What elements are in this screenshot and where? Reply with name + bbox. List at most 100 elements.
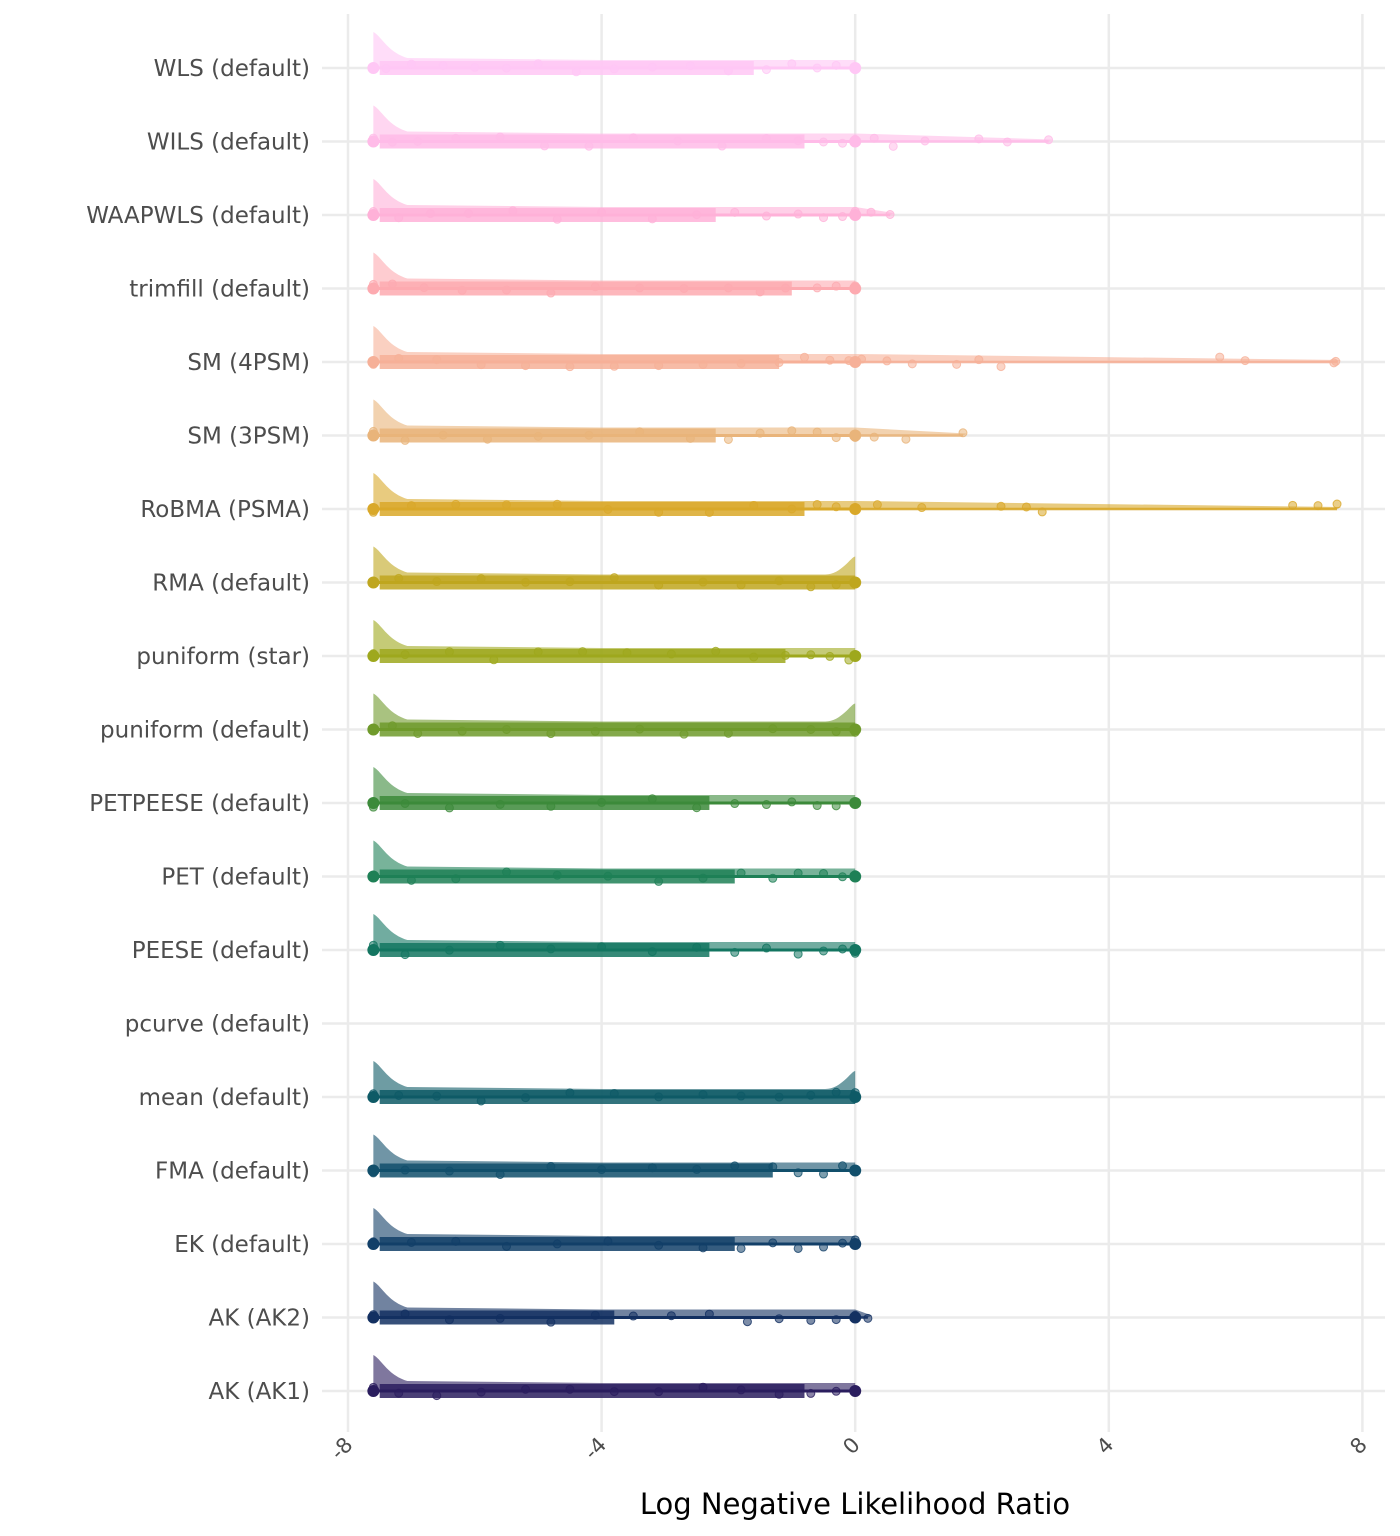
data-point [774, 576, 784, 586]
data-point [974, 134, 984, 144]
y-tick-label: WAAPWLS (default) [86, 203, 310, 229]
min-cap [367, 356, 380, 368]
data-point [917, 503, 927, 513]
data-point [888, 141, 898, 151]
data-point [863, 1313, 873, 1323]
y-tick-label: puniform (default) [100, 718, 310, 744]
data-point [597, 942, 607, 952]
data-point [819, 1242, 828, 1252]
data-point [723, 728, 733, 738]
max-cap [849, 650, 862, 662]
data-point [838, 212, 848, 222]
series-group [367, 473, 1342, 517]
data-point [831, 1315, 841, 1325]
data-point [831, 1386, 841, 1396]
data-point [673, 136, 683, 146]
data-point [1288, 500, 1298, 510]
data-point [869, 133, 879, 143]
data-point [457, 285, 467, 295]
data-point [444, 803, 454, 813]
data-point [565, 362, 575, 372]
series-group [367, 1134, 862, 1180]
data-point [533, 647, 543, 657]
data-point [394, 353, 404, 363]
series-group [367, 1061, 862, 1106]
data-point [958, 428, 968, 438]
max-cap [849, 282, 862, 295]
data-point [654, 1092, 664, 1102]
data-point [1240, 356, 1250, 366]
data-point [787, 797, 797, 807]
data-point [502, 285, 511, 295]
data-point [495, 940, 505, 950]
y-tick-label: SM (3PSM) [187, 424, 310, 450]
data-point [546, 1317, 556, 1327]
data-point [885, 210, 895, 220]
min-cap [367, 503, 380, 515]
data-point [806, 1315, 816, 1325]
data-point [457, 726, 467, 736]
data-point [552, 1239, 562, 1249]
data-point [761, 133, 771, 143]
data-point [1215, 352, 1225, 362]
max-cap [849, 503, 862, 515]
data-point [793, 209, 803, 219]
max-cap [849, 135, 862, 148]
density-shape [373, 1061, 856, 1097]
max-cap [849, 797, 862, 809]
max-cap [849, 429, 862, 442]
data-point [540, 141, 550, 151]
max-cap [849, 1091, 862, 1103]
data-point [812, 283, 822, 293]
data-point [806, 1388, 816, 1398]
data-point [736, 1091, 746, 1101]
data-point [806, 724, 816, 734]
data-point [806, 1090, 816, 1100]
data-point [831, 727, 841, 737]
data-point [597, 207, 607, 217]
x-axis-title: Log Negative Likelihood Ratio [640, 1487, 1070, 1521]
data-point [400, 1309, 410, 1319]
series-layer [367, 32, 1342, 1401]
max-cap [849, 356, 862, 368]
data-point [451, 1236, 461, 1246]
y-tick-label: PEESE (default) [132, 938, 310, 964]
data-point [825, 355, 835, 365]
max-cap [849, 870, 862, 883]
data-point [406, 875, 416, 885]
data-point [413, 136, 423, 146]
series-group [367, 840, 862, 886]
data-point [907, 359, 917, 369]
y-tick-label: WILS (default) [147, 130, 310, 156]
density-shape [373, 179, 895, 215]
data-point [521, 1093, 531, 1103]
min-cap [367, 282, 380, 295]
data-point [463, 209, 473, 219]
data-point [451, 874, 461, 884]
data-point [394, 573, 404, 583]
data-point [597, 1165, 607, 1175]
density-shape [373, 840, 856, 877]
data-point [730, 207, 740, 217]
data-point [819, 869, 828, 879]
data-point [723, 66, 733, 76]
data-point [406, 501, 416, 511]
data-point [578, 647, 588, 657]
series-group [367, 32, 862, 77]
data-point [394, 1388, 404, 1398]
data-point [838, 138, 848, 148]
data-point [819, 1169, 828, 1179]
density-shape [373, 32, 856, 68]
min-cap [367, 429, 380, 442]
data-point [400, 798, 410, 808]
data-point [584, 430, 594, 440]
data-point [603, 871, 613, 881]
min-cap [367, 1238, 380, 1250]
data-point [819, 137, 828, 147]
data-point [730, 1161, 740, 1171]
max-cap [849, 1311, 862, 1324]
data-point [685, 433, 695, 443]
data-point [387, 721, 397, 731]
data-point [666, 649, 676, 659]
data-point [761, 943, 771, 953]
